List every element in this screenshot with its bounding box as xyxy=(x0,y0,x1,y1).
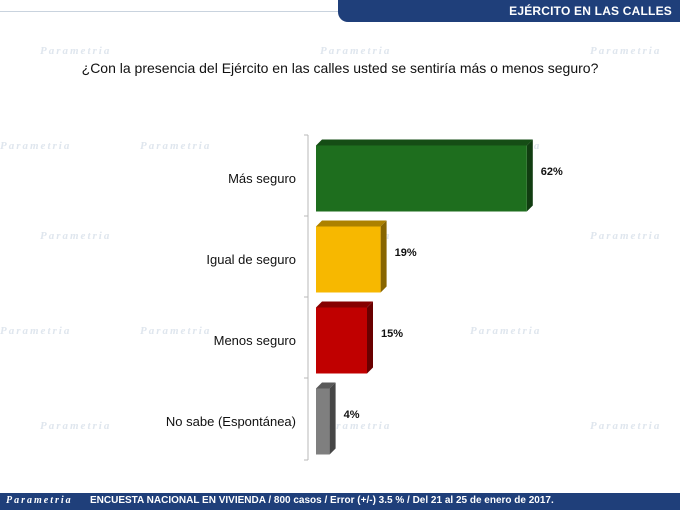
bar-1 xyxy=(316,226,381,293)
bar-top-face xyxy=(316,301,373,308)
survey-question: ¿Con la presencia del Ejército en las ca… xyxy=(81,60,599,76)
bar-0 xyxy=(316,145,527,212)
data-label: 15% xyxy=(381,327,404,340)
bar-3 xyxy=(316,388,330,455)
category-label: Menos seguro xyxy=(213,332,296,348)
data-label: 19% xyxy=(394,246,417,259)
bar-side-face xyxy=(526,139,533,212)
bar-2 xyxy=(316,307,367,374)
data-label: 62% xyxy=(540,165,563,178)
bar-top-face xyxy=(316,139,533,146)
category-label: Más seguro xyxy=(228,170,296,186)
bar-side-face xyxy=(367,301,373,374)
bar-top-face xyxy=(316,382,336,389)
bar-top-face xyxy=(316,220,387,227)
header-tab: EJÉRCITO EN LAS CALLES xyxy=(338,0,680,22)
top-decorative-rule xyxy=(0,11,345,12)
bar-side-face xyxy=(380,220,387,293)
bar-side-face xyxy=(329,382,336,455)
header-title: EJÉRCITO EN LAS CALLES xyxy=(509,4,672,18)
footer-bar xyxy=(0,493,680,510)
footer-survey-note: ENCUESTA NACIONAL EN VIVIENDA / 800 caso… xyxy=(90,495,554,506)
category-label: No sabe (Espontánea) xyxy=(165,413,296,429)
category-label: Igual de seguro xyxy=(206,251,296,267)
footer-brand-logo: Parametria xyxy=(6,495,73,506)
data-label: 4% xyxy=(343,408,360,421)
